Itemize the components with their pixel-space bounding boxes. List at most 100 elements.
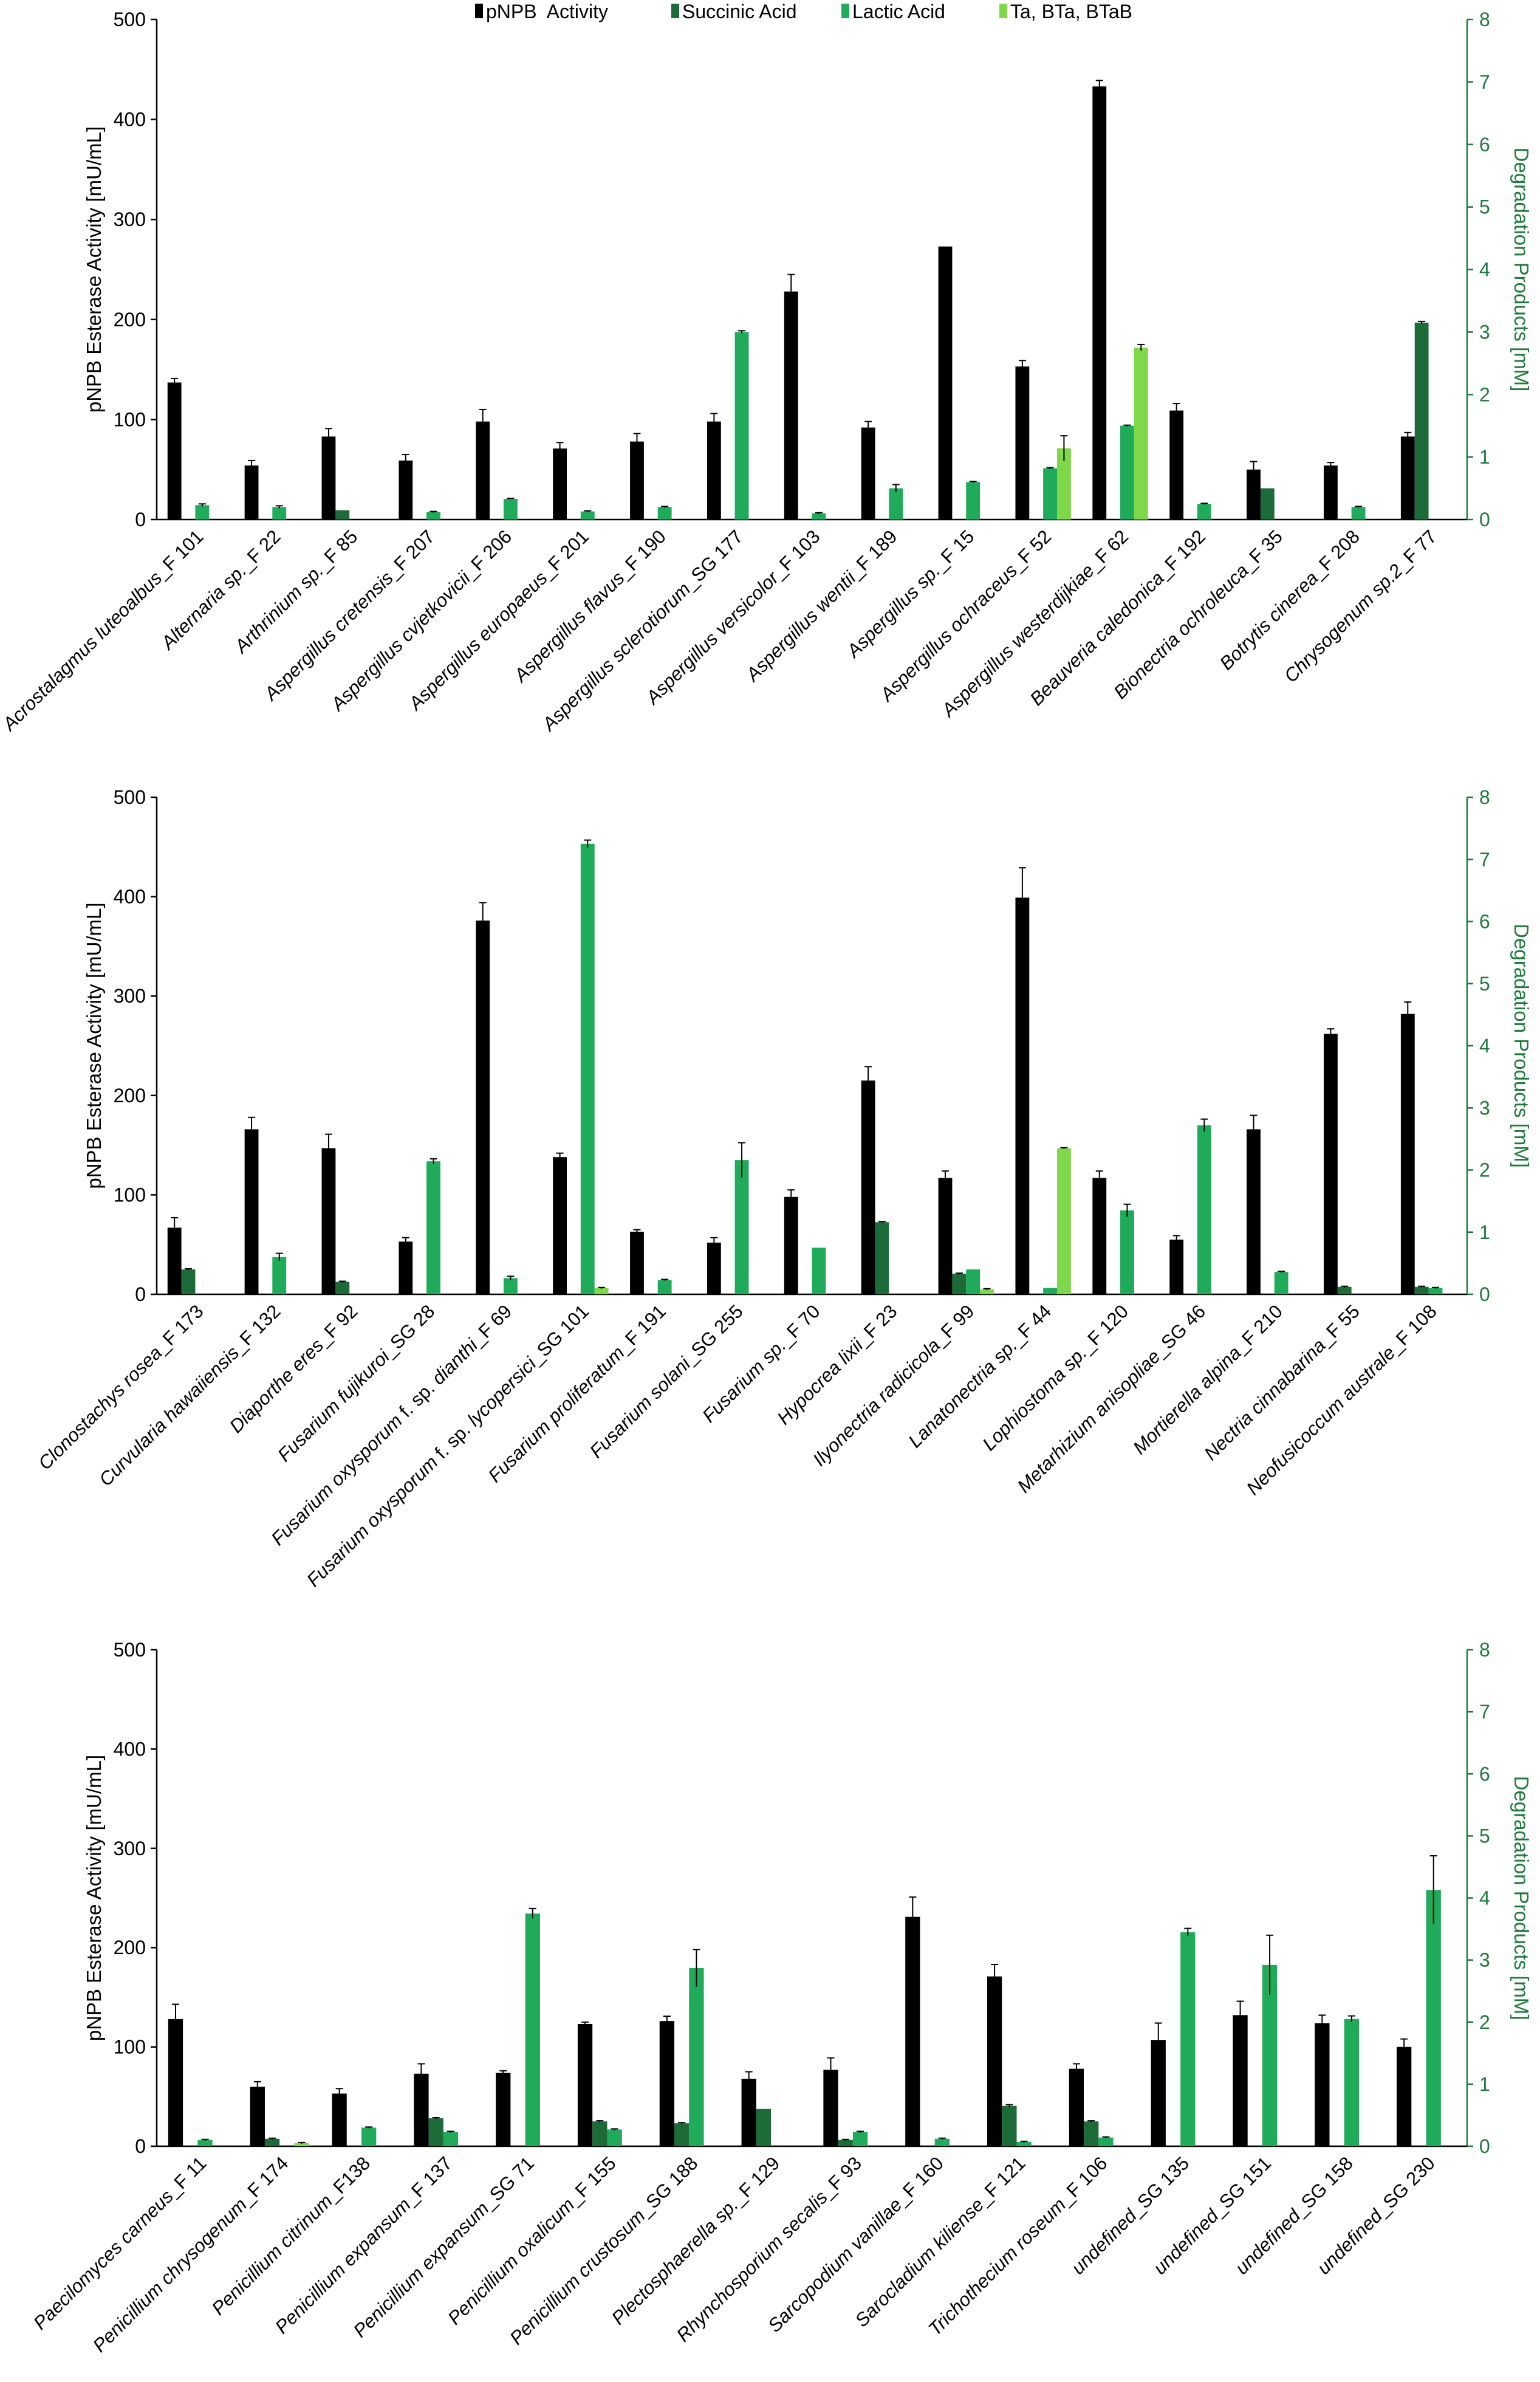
bar-lactic-2-5 — [503, 1278, 518, 1294]
right-axis-tick-label: 2 — [1479, 2011, 1490, 2033]
right-axis-tick-label: 6 — [1479, 134, 1490, 156]
bar-succinic-2-16 — [1337, 1286, 1352, 1294]
right-axis-tick-label: 4 — [1479, 259, 1490, 281]
bar-pnpb-1-2 — [244, 465, 259, 520]
bar-pnpb-3-16 — [1397, 2047, 1412, 2146]
legend-label-lactic: Lactic Acid — [852, 1, 945, 22]
bar-pnpb-1-7 — [630, 441, 644, 520]
left-axis-tick-label: 500 — [114, 9, 146, 30]
bar-pnpb-2-3 — [321, 1148, 336, 1294]
bar-lactic-2-9 — [812, 1248, 826, 1294]
y-axis-title: pNPB Esterase Activity [mU/mL] — [83, 126, 105, 413]
y2-axis-title: Degradation Products [mM] — [1510, 148, 1533, 392]
bar-lactic-2-2 — [272, 1257, 287, 1294]
bar-pnpb-3-1 — [168, 2019, 183, 2146]
bar-lactic-3-7 — [689, 1968, 704, 2146]
legend-label-pnpb: pNPB Activity — [486, 1, 608, 22]
bar-lactic-1-9 — [812, 513, 826, 520]
bar-lactic-3-1 — [197, 2140, 213, 2146]
bar-succinic-1-17 — [1414, 322, 1429, 520]
left-axis-tick-label: 300 — [114, 208, 146, 230]
bar-pnpb-3-9 — [823, 2070, 838, 2146]
bar-lactic-1-8 — [734, 332, 749, 520]
right-axis-tick-label: 0 — [1479, 1283, 1490, 1305]
right-axis-tick-label: 7 — [1479, 71, 1490, 93]
right-axis-tick-label: 2 — [1479, 1159, 1490, 1181]
right-axis-tick-label: 8 — [1479, 9, 1490, 30]
legend-label-succinic: Succinic Acid — [682, 1, 797, 22]
right-axis-tick-label: 3 — [1479, 321, 1490, 343]
bar-lactic-1-2 — [272, 507, 287, 520]
bar-lactic-1-12 — [1043, 468, 1057, 520]
right-axis-tick-label: 0 — [1479, 2135, 1490, 2157]
bar-lactic-2-12 — [1043, 1288, 1057, 1294]
bar-pnpb-2-15 — [1247, 1129, 1261, 1294]
bar-ta-1-12 — [1056, 448, 1071, 520]
legend-swatch-lactic — [841, 4, 849, 18]
right-axis-tick-label: 0 — [1479, 509, 1490, 530]
bar-pnpb-1-15 — [1247, 469, 1261, 520]
bar-ta-2-6 — [594, 1288, 609, 1294]
bar-pnpb-2-9 — [784, 1196, 798, 1294]
left-axis-tick-label: 200 — [114, 1937, 146, 1958]
bar-pnpb-1-11 — [938, 246, 953, 520]
bar-pnpb-3-5 — [496, 2073, 511, 2146]
right-axis-tick-label: 5 — [1479, 1825, 1490, 1847]
bar-pnpb-1-5 — [476, 421, 490, 520]
bar-succinic-3-6 — [592, 2121, 607, 2146]
bar-pnpb-2-12 — [1015, 898, 1030, 1294]
bar-lactic-1-6 — [580, 511, 595, 520]
bar-lactic-2-15 — [1274, 1272, 1288, 1294]
bar-lactic-3-15 — [1344, 2019, 1360, 2146]
right-axis-tick-label: 6 — [1479, 911, 1490, 933]
bar-pnpb-2-16 — [1323, 1034, 1338, 1294]
bar-pnpb-2-7 — [630, 1231, 644, 1294]
bar-pnpb-1-9 — [784, 291, 798, 520]
bar-lactic-1-7 — [657, 507, 672, 520]
bar-ta-1-13 — [1134, 348, 1148, 520]
bar-pnpb-1-4 — [399, 460, 413, 520]
legend-item-lactic: Lactic Acid — [841, 1, 945, 22]
bar-ta-3-2 — [294, 2143, 309, 2146]
left-axis-tick-label: 100 — [114, 408, 146, 430]
bar-succinic-3-11 — [1002, 2106, 1017, 2146]
bar-pnpb-1-1 — [167, 382, 182, 520]
left-axis-tick-label: 0 — [135, 1283, 146, 1305]
right-axis-tick-label: 2 — [1479, 383, 1490, 405]
left-axis-tick-label: 400 — [114, 109, 146, 131]
y-axis-title: pNPB Esterase Activity [mU/mL] — [83, 902, 105, 1189]
left-axis-tick-label: 100 — [114, 1184, 146, 1206]
left-axis-tick-label: 0 — [135, 2135, 146, 2157]
bar-lactic-3-10 — [934, 2138, 950, 2146]
bar-pnpb-1-3 — [321, 436, 336, 520]
bar-pnpb-2-14 — [1169, 1240, 1184, 1294]
bar-succinic-3-2 — [264, 2138, 280, 2146]
bar-pnpb-2-13 — [1092, 1178, 1107, 1294]
right-axis-tick-label: 3 — [1479, 1097, 1490, 1119]
legend-label-ta: Ta, BTa, BTaB — [1010, 1, 1132, 22]
bar-succinic-2-17 — [1414, 1286, 1429, 1294]
bar-pnpb-1-13 — [1092, 86, 1107, 520]
bar-pnpb-3-3 — [332, 2093, 347, 2146]
legend-item-ta: Ta, BTa, BTaB — [999, 1, 1132, 22]
y2-axis-title: Degradation Products [mM] — [1510, 924, 1533, 1168]
right-axis-tick-label: 1 — [1479, 1221, 1490, 1243]
bar-lactic-3-12 — [1098, 2137, 1114, 2146]
left-axis-tick-label: 300 — [114, 1838, 146, 1859]
legend-item-pnpb: pNPB Activity — [475, 1, 608, 22]
bar-pnpb-3-2 — [250, 2086, 265, 2146]
right-axis-tick-label: 7 — [1479, 1701, 1490, 1723]
bar-succinic-2-11 — [952, 1274, 967, 1294]
bar-lactic-1-1 — [195, 505, 210, 520]
bar-lactic-1-16 — [1351, 507, 1366, 520]
bar-pnpb-1-6 — [553, 448, 567, 520]
left-axis-tick-label: 500 — [114, 786, 146, 808]
right-axis-tick-label: 5 — [1479, 973, 1490, 995]
bar-lactic-2-7 — [657, 1280, 672, 1294]
bar-lactic-2-4 — [426, 1161, 440, 1294]
bar-pnpb-3-8 — [741, 2078, 756, 2146]
bar-pnpb-1-10 — [861, 427, 875, 520]
bar-lactic-1-11 — [966, 482, 980, 520]
bar-succinic-1-15 — [1260, 488, 1275, 520]
